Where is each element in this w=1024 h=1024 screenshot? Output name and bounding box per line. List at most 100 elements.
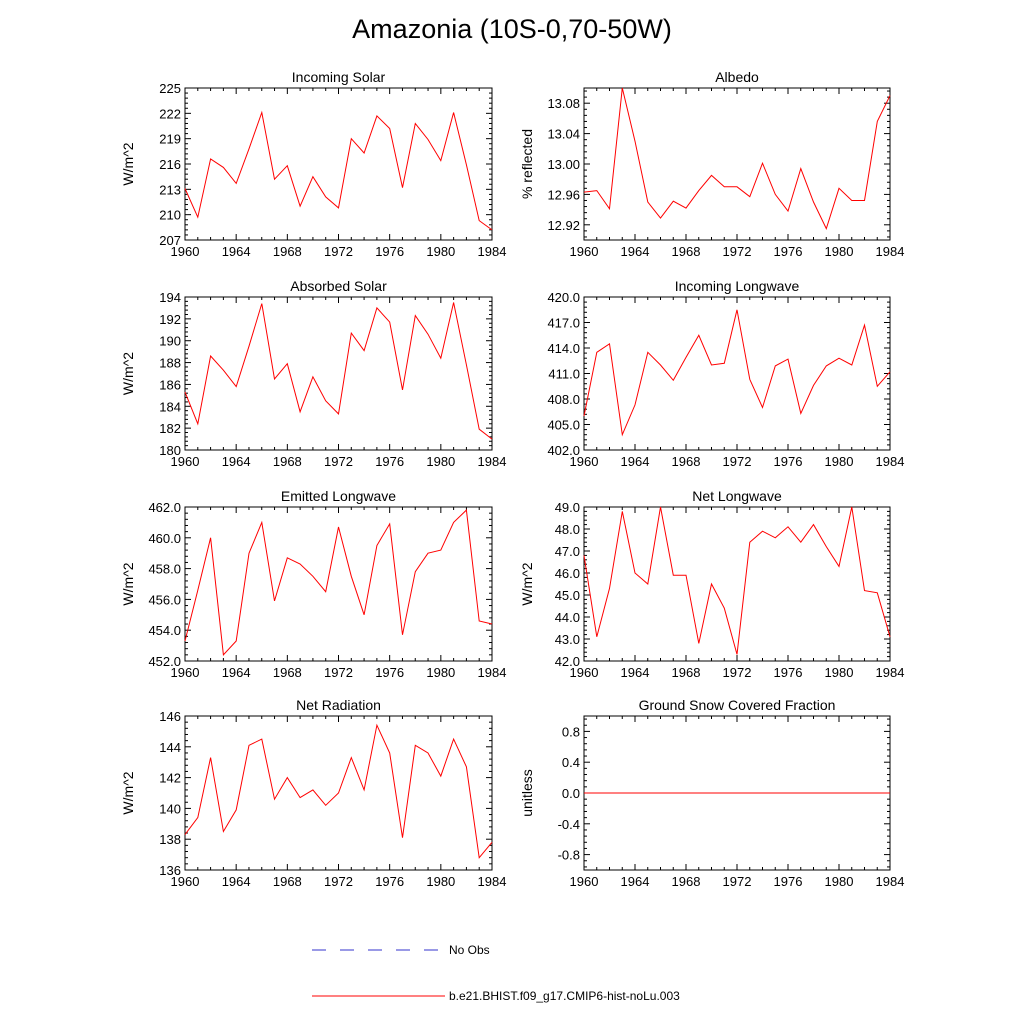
albedo-y-tick-label: 12.96 xyxy=(547,187,580,202)
albedo-title: Albedo xyxy=(715,69,759,85)
ground-snow-covered-fraction-x-tick-label: 1976 xyxy=(774,874,803,889)
panel-net-radiation: Net Radiation 1960 1964 1968 1972 1976 1980 198… xyxy=(120,697,506,889)
net-longwave-frame xyxy=(583,506,891,662)
incoming-solar-x-tick-label: 1968 xyxy=(273,244,302,259)
incoming-solar-y-tick-label: 219 xyxy=(159,132,181,147)
incoming-solar-x-tick-label: 1976 xyxy=(375,244,404,259)
incoming-longwave-title: Incoming Longwave xyxy=(675,278,800,294)
absorbed-solar-y-tick-label: 182 xyxy=(159,421,181,436)
absorbed-solar-y-tick-label: 190 xyxy=(159,334,181,349)
net-radiation-x-tick-label: 1980 xyxy=(426,874,455,889)
incoming-longwave-frame xyxy=(583,296,891,451)
net-radiation-x-tick-label: 1964 xyxy=(222,874,251,889)
emitted-longwave-y-tick-label: 456.0 xyxy=(148,592,181,607)
absorbed-solar-x-tick-label: 1980 xyxy=(426,454,455,469)
albedo-x-tick-label: 1976 xyxy=(774,244,803,259)
absorbed-solar-y-tick-label: 188 xyxy=(159,356,181,371)
incoming-solar-y-tick-label: 210 xyxy=(159,208,181,223)
net-longwave-x-tick-label: 1984 xyxy=(876,665,905,680)
emitted-longwave-y-tick-label: 458.0 xyxy=(148,562,181,577)
absorbed-solar-x-tick-label: 1984 xyxy=(478,454,507,469)
albedo-x-tick-label: 1968 xyxy=(672,244,701,259)
incoming-longwave-x-tick-label: 1980 xyxy=(825,454,854,469)
ground-snow-covered-fraction-x-tick-label: 1984 xyxy=(876,874,905,889)
incoming-longwave-y-tick-label: 414.0 xyxy=(547,341,580,356)
absorbed-solar-x-tick-label: 1968 xyxy=(273,454,302,469)
incoming-longwave-x-tick-label: 1968 xyxy=(672,454,701,469)
emitted-longwave-x-tick-label: 1972 xyxy=(324,665,353,680)
emitted-longwave-x-tick-label: 1960 xyxy=(171,665,200,680)
absorbed-solar-y-tick-label: 192 xyxy=(159,312,181,327)
emitted-longwave-x-tick-label: 1964 xyxy=(222,665,251,680)
net-longwave-y-axis-label: W/m^2 xyxy=(519,562,535,605)
emitted-longwave-x-tick-label: 1980 xyxy=(426,665,455,680)
absorbed-solar-x-tick-label: 1964 xyxy=(222,454,251,469)
albedo-y-tick-label: 13.04 xyxy=(547,127,580,142)
incoming-solar-y-tick-label: 225 xyxy=(159,81,181,96)
panel-emitted-longwave: Emitted Longwave 1960 1964 1968 1972 1976 1980… xyxy=(120,488,506,680)
net-radiation-y-tick-label: 140 xyxy=(159,801,181,816)
albedo-x-tick-label: 1980 xyxy=(825,244,854,259)
incoming-solar-x-tick-label: 1964 xyxy=(222,244,251,259)
net-radiation-y-tick-label: 136 xyxy=(159,863,181,878)
incoming-solar-frame xyxy=(184,87,493,241)
net-radiation-x-tick-label: 1972 xyxy=(324,874,353,889)
panel-net-longwave: Net Longwave 1960 1964 1968 1972 1976 1980 1984… xyxy=(519,488,904,680)
albedo-x-tick-label: 1960 xyxy=(570,244,599,259)
net-longwave-y-tick-label: 47.0 xyxy=(555,544,580,559)
absorbed-solar-series-line xyxy=(184,302,493,440)
albedo-x-tick-label: 1984 xyxy=(876,244,905,259)
net-longwave-x-tick-label: 1976 xyxy=(774,665,803,680)
emitted-longwave-y-axis-label: W/m^2 xyxy=(120,562,136,605)
net-longwave-x-tick-label: 1964 xyxy=(621,665,650,680)
net-longwave-series-line xyxy=(583,506,891,655)
ground-snow-covered-fraction-y-axis-label: unitless xyxy=(519,769,535,816)
net-radiation-y-tick-label: 146 xyxy=(159,709,181,724)
albedo-y-tick-label: 13.00 xyxy=(547,157,580,172)
incoming-solar-x-tick-label: 1980 xyxy=(426,244,455,259)
incoming-longwave-y-tick-label: 402.0 xyxy=(547,443,580,458)
net-radiation-x-tick-label: 1960 xyxy=(171,874,200,889)
net-radiation-y-tick-label: 142 xyxy=(159,771,181,786)
absorbed-solar-x-tick-label: 1972 xyxy=(324,454,353,469)
emitted-longwave-y-tick-label: 452.0 xyxy=(148,654,181,669)
ground-snow-covered-fraction-x-tick-label: 1964 xyxy=(621,874,650,889)
albedo-series-line xyxy=(583,87,891,230)
ground-snow-covered-fraction-x-tick-label: 1972 xyxy=(723,874,752,889)
legend-model-label: b.e21.BHIST.f09_g17.CMIP6-hist-noLu.003 xyxy=(449,989,680,1003)
ground-snow-covered-fraction-title: Ground Snow Covered Fraction xyxy=(639,697,836,713)
albedo-y-axis-label: % reflected xyxy=(519,129,535,199)
net-radiation-y-axis-label: W/m^2 xyxy=(120,771,136,814)
incoming-solar-y-tick-label: 213 xyxy=(159,182,181,197)
incoming-longwave-x-tick-label: 1972 xyxy=(723,454,752,469)
incoming-solar-y-tick-label: 222 xyxy=(159,106,181,121)
panel-ground-snow-covered-fraction: Ground Snow Covered Fraction 1960 1964 1968… xyxy=(519,697,904,889)
panel-incoming-solar: Incoming Solar 1960 1964 1968 1972 1976 1980 19… xyxy=(120,69,506,259)
net-radiation-series-line xyxy=(184,723,493,859)
incoming-longwave-y-tick-label: 405.0 xyxy=(547,418,580,433)
incoming-solar-y-tick-label: 216 xyxy=(159,157,181,172)
albedo-y-tick-label: 12.92 xyxy=(547,218,580,233)
albedo-frame xyxy=(583,87,891,241)
ground-snow-covered-fraction-x-tick-label: 1968 xyxy=(672,874,701,889)
emitted-longwave-x-tick-label: 1976 xyxy=(375,665,404,680)
net-longwave-y-tick-label: 44.0 xyxy=(555,610,580,625)
legend-no-obs-label: No Obs xyxy=(449,943,490,957)
net-longwave-x-tick-label: 1972 xyxy=(723,665,752,680)
incoming-longwave-x-tick-label: 1984 xyxy=(876,454,905,469)
incoming-solar-title: Incoming Solar xyxy=(292,69,386,85)
incoming-solar-x-tick-label: 1972 xyxy=(324,244,353,259)
net-longwave-x-tick-label: 1960 xyxy=(570,665,599,680)
incoming-solar-x-tick-label: 1984 xyxy=(478,244,507,259)
incoming-longwave-x-tick-label: 1976 xyxy=(774,454,803,469)
incoming-longwave-y-tick-label: 411.0 xyxy=(548,367,580,382)
panel-albedo: Albedo 1960 1964 1968 1972 1976 1980 1984 12.92 1… xyxy=(519,69,904,259)
net-radiation-y-tick-label: 144 xyxy=(159,740,181,755)
panel-absorbed-solar: Absorbed Solar 1960 1964 1968 1972 1976 1980 19… xyxy=(120,278,506,469)
emitted-longwave-y-tick-label: 460.0 xyxy=(148,531,181,546)
legend: No Obs b.e21.BHIST.f09_g17.CMIP6-hist-no… xyxy=(312,943,680,1003)
emitted-longwave-y-tick-label: 462.0 xyxy=(148,500,181,515)
emitted-longwave-y-tick-label: 454.0 xyxy=(148,623,181,638)
net-radiation-x-tick-label: 1976 xyxy=(375,874,404,889)
